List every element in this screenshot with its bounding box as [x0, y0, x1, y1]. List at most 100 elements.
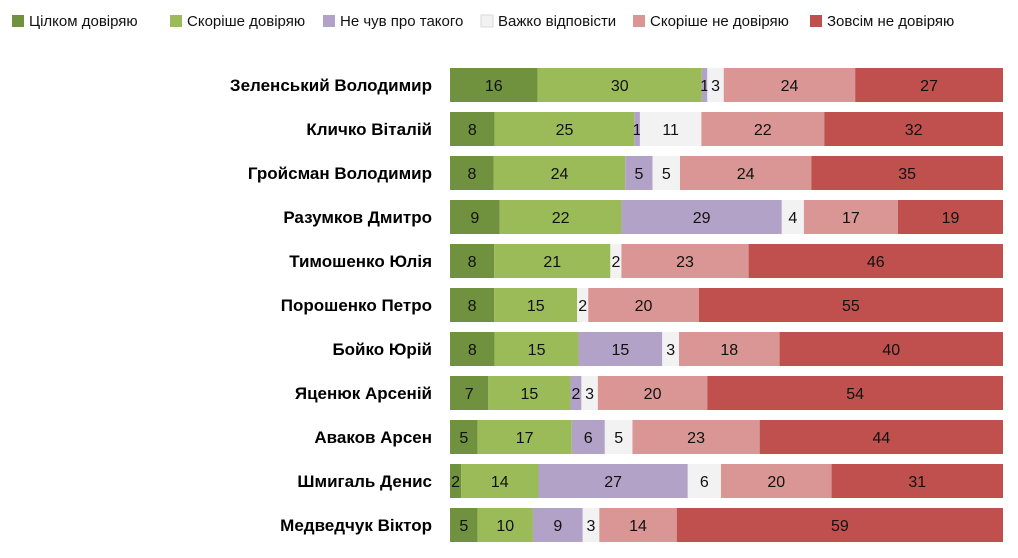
- category-label: Тимошенко Юлія: [289, 252, 432, 271]
- data-label: 2: [578, 298, 587, 315]
- bar-segment: [599, 508, 677, 542]
- data-label: 3: [666, 342, 675, 359]
- bar-segment: [494, 112, 635, 146]
- data-label: 5: [614, 430, 623, 447]
- data-label: 20: [644, 386, 662, 403]
- data-label: 9: [553, 518, 562, 535]
- bar-segment: [679, 332, 780, 366]
- data-label: 1: [633, 122, 642, 139]
- data-label: 24: [737, 166, 755, 183]
- data-label: 24: [551, 166, 569, 183]
- category-label: Кличко Віталій: [306, 120, 432, 139]
- legend-swatch: [323, 15, 335, 27]
- data-label: 10: [496, 518, 514, 535]
- legend-label: Не чув про такого: [340, 13, 463, 30]
- bar-segment: [707, 376, 1003, 410]
- data-label: 40: [882, 342, 900, 359]
- data-label: 22: [552, 210, 570, 227]
- data-label: 8: [468, 342, 477, 359]
- bar-segment: [450, 156, 494, 190]
- legend-swatch: [480, 14, 494, 28]
- bar-segment: [779, 332, 1003, 366]
- bar-segment: [604, 420, 633, 454]
- data-label: 8: [468, 254, 477, 271]
- data-label: 8: [468, 298, 477, 315]
- legend-label: Скоріше довіряю: [187, 13, 305, 30]
- legend-label: Цілком довіряю: [29, 13, 138, 30]
- bar-segment: [493, 156, 626, 190]
- data-label: 32: [905, 122, 923, 139]
- bar-segment: [632, 420, 760, 454]
- data-label: 31: [908, 474, 926, 491]
- bar-segment: [450, 288, 495, 322]
- bar-segment: [477, 508, 533, 542]
- data-label: 14: [491, 474, 509, 491]
- data-label: 6: [700, 474, 709, 491]
- category-label: Медведчук Віктор: [280, 516, 432, 535]
- bar-segment: [723, 68, 856, 102]
- data-label: 16: [485, 78, 503, 95]
- legend-item-5: Скоріше не довіряю: [633, 13, 789, 30]
- bar-segment: [621, 244, 749, 278]
- data-label: 9: [470, 210, 479, 227]
- data-label: 5: [634, 166, 643, 183]
- data-label: 29: [693, 210, 711, 227]
- data-label: 20: [635, 298, 653, 315]
- bar-segment: [450, 376, 489, 410]
- bar-segment: [759, 420, 1003, 454]
- bar-segment: [897, 200, 1003, 234]
- legend: Цілком довіряю Скоріше довіряю Не чув про …: [12, 13, 954, 30]
- bar-segment: [662, 332, 680, 366]
- data-label: 18: [720, 342, 738, 359]
- bar-segment: [494, 244, 611, 278]
- bar-row: 8 15 15 3 18 40: [450, 332, 1003, 366]
- legend-swatch: [170, 15, 182, 27]
- category-label: Зеленський Володимир: [230, 76, 432, 95]
- data-label: 2: [571, 386, 580, 403]
- data-label: 25: [556, 122, 574, 139]
- category-labels: Зеленський Володимир Кличко Віталій Гройсм…: [230, 76, 432, 535]
- bar-segment: [720, 464, 832, 498]
- bar-segment: [461, 464, 539, 498]
- data-label: 23: [687, 430, 705, 447]
- bar-segment: [625, 156, 653, 190]
- category-label: Шмигаль Денис: [297, 472, 432, 491]
- bar-segment: [803, 200, 898, 234]
- data-label: 55: [842, 298, 860, 315]
- data-label: 54: [846, 386, 864, 403]
- data-label: 8: [468, 122, 477, 139]
- bar-segment: [450, 420, 478, 454]
- data-label: 27: [920, 78, 938, 95]
- data-label: 15: [527, 298, 545, 315]
- data-label: 15: [520, 386, 538, 403]
- bar-row: 8 21 2 23 46: [450, 244, 1003, 278]
- data-label: 59: [831, 518, 849, 535]
- data-label: 15: [528, 342, 546, 359]
- data-label: 3: [587, 518, 596, 535]
- legend-item-2: Скоріше довіряю: [170, 13, 305, 30]
- bar-segment: [855, 68, 1003, 102]
- bar-segment: [676, 508, 1003, 542]
- bar-segment: [634, 112, 640, 146]
- bar-segment: [588, 288, 699, 322]
- bar-segment: [532, 508, 583, 542]
- data-label: 30: [611, 78, 629, 95]
- data-label: 46: [867, 254, 885, 271]
- legend-label: Скоріше не довіряю: [650, 13, 789, 30]
- data-label: 7: [465, 386, 474, 403]
- data-label: 8: [467, 166, 476, 183]
- bar-segment: [477, 420, 572, 454]
- bar-segment: [621, 200, 782, 234]
- data-label: 24: [781, 78, 799, 95]
- bar-segment: [781, 200, 804, 234]
- bar-segment: [450, 244, 495, 278]
- data-label: 4: [788, 210, 797, 227]
- legend-item-6: Зовсім не довіряю: [810, 13, 954, 30]
- bar-segment: [824, 112, 1003, 146]
- data-label: 15: [611, 342, 629, 359]
- bar-segment: [499, 200, 622, 234]
- bar-segment: [679, 156, 812, 190]
- data-label: 20: [767, 474, 785, 491]
- data-label: 44: [872, 430, 890, 447]
